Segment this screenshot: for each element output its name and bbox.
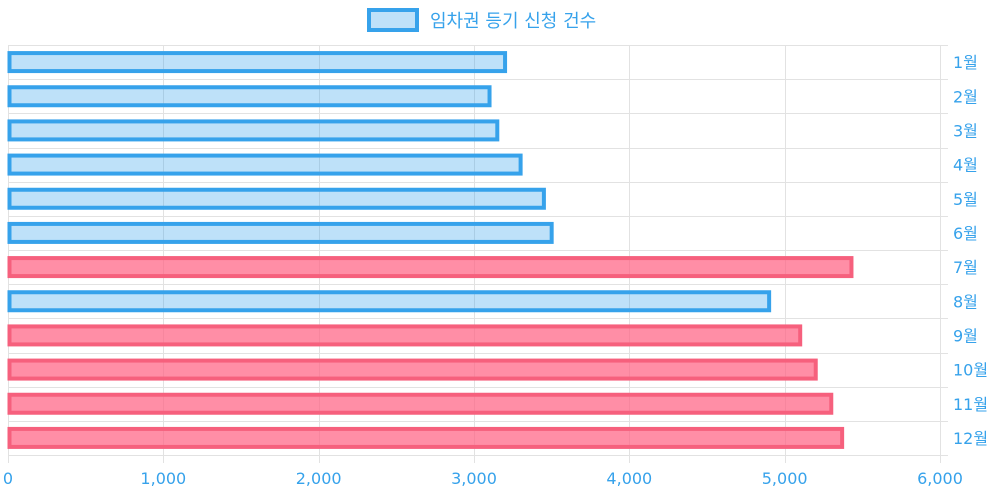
y-tick-label: 3월 xyxy=(953,121,978,140)
grid-lines xyxy=(8,45,948,463)
x-tick-label: 4,000 xyxy=(606,469,652,488)
bar-10월[interactable] xyxy=(7,358,818,381)
x-tick-label: 6,000 xyxy=(917,469,963,488)
y-tick-label: 10월 xyxy=(953,361,988,380)
bar-3월[interactable] xyxy=(7,119,500,142)
x-tick-label: 3,000 xyxy=(451,469,497,488)
bar-1월[interactable] xyxy=(7,51,508,74)
y-tick-label: 7월 xyxy=(953,258,978,277)
y-tick-label: 4월 xyxy=(953,156,978,175)
y-tick-label: 11월 xyxy=(953,395,988,414)
axes-group: 1월 2월 3월 4월 5월 6월 7월 8월 9월 10월 11월 12월 0 1,000 2,000 3,… xyxy=(3,53,988,488)
y-tick-label: 9월 xyxy=(953,326,978,345)
x-tick-label: 5,000 xyxy=(762,469,808,488)
bar-4월[interactable] xyxy=(7,153,523,176)
legend[interactable]: 임차권 등기 신청 건수 xyxy=(367,8,596,32)
bar-8월[interactable] xyxy=(7,290,772,313)
bar-2월[interactable] xyxy=(7,85,492,108)
legend-swatch[interactable] xyxy=(367,8,419,32)
legend-label[interactable]: 임차권 등기 신청 건수 xyxy=(430,11,596,32)
bar-9월[interactable] xyxy=(7,324,803,347)
y-tick-label: 2월 xyxy=(953,87,978,106)
y-tick-label: 8월 xyxy=(953,292,978,311)
x-tick-label: 0 xyxy=(3,469,13,488)
bars-group xyxy=(7,51,854,449)
bar-11월[interactable] xyxy=(7,392,834,415)
bar-7월[interactable] xyxy=(7,256,854,279)
y-tick-label: 12월 xyxy=(953,429,988,448)
y-tick-label: 1월 xyxy=(953,53,978,72)
bar-6월[interactable] xyxy=(7,221,554,244)
x-tick-label: 2,000 xyxy=(296,469,342,488)
bar-12월[interactable] xyxy=(7,426,845,449)
y-tick-label: 5월 xyxy=(953,190,978,209)
bar-5월[interactable] xyxy=(7,187,546,210)
y-tick-label: 6월 xyxy=(953,224,978,243)
x-tick-label: 1,000 xyxy=(140,469,186,488)
